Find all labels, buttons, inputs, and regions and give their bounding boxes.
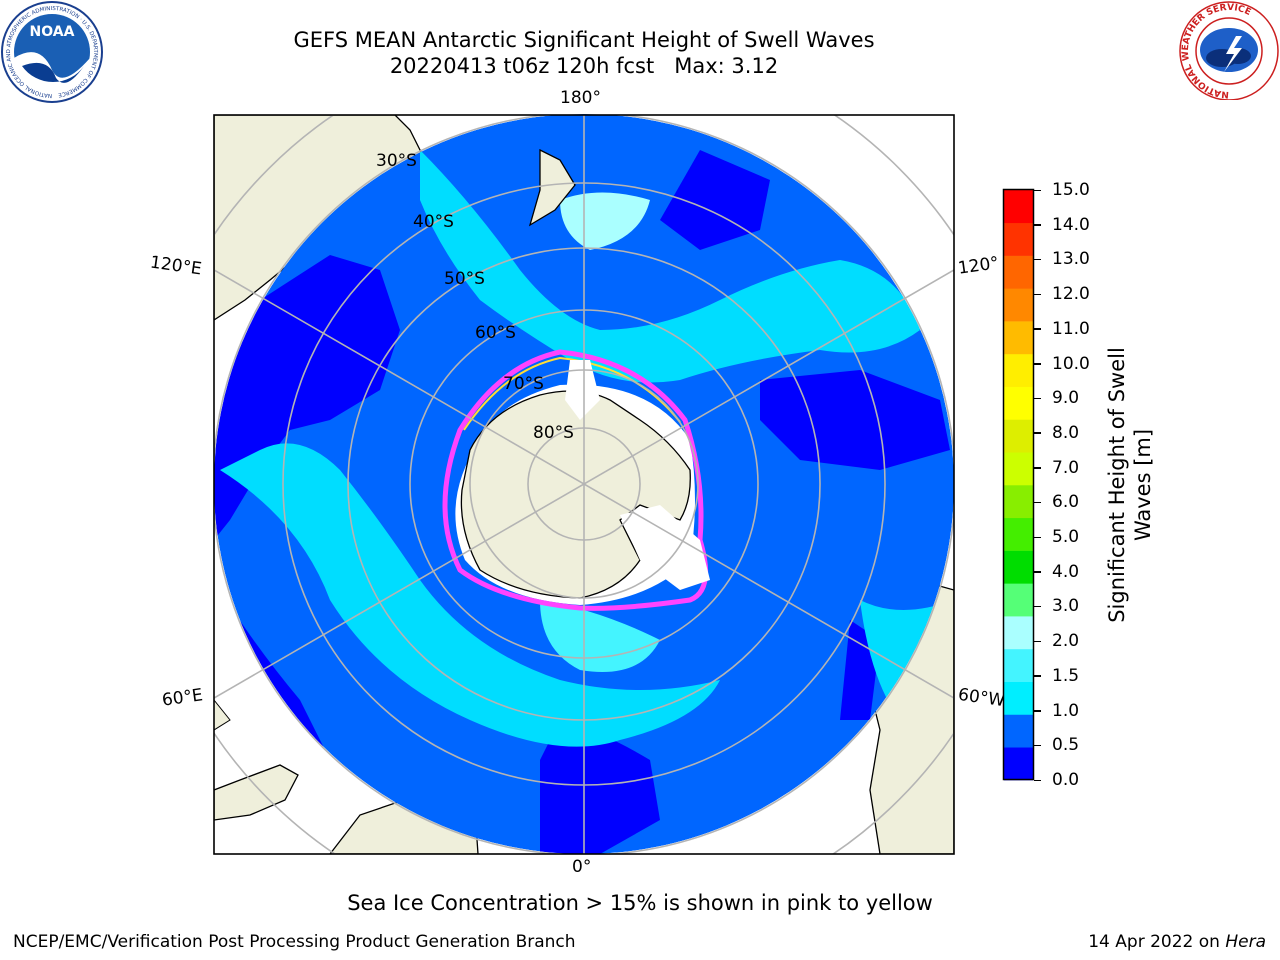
swell-low-north xyxy=(660,150,770,250)
colorbar-cell xyxy=(1004,517,1033,551)
colorbar-cell xyxy=(1004,255,1033,289)
chart-title: GEFS MEAN Antarctic Significant Height o… xyxy=(293,28,875,52)
date-line: 14 Apr 2022 on Hera xyxy=(1088,932,1266,952)
credit-line: NCEP/EMC/Verification Post Processing Pr… xyxy=(13,932,576,952)
colorbar-tick-label: 13.0 xyxy=(1052,249,1090,270)
colorbar-cell xyxy=(1004,648,1033,682)
colorbar-tick-mark xyxy=(1034,640,1041,643)
colorbar-cell xyxy=(1004,747,1033,781)
colorbar-tick-mark xyxy=(1034,432,1041,434)
lat-label-70s: 70°S xyxy=(503,374,544,394)
colorbar-tick-label: 4.0 xyxy=(1052,561,1080,582)
colorbar-tick-mark xyxy=(1034,189,1041,191)
swell-low-south xyxy=(540,720,660,854)
colorbar-tick-label: 3.0 xyxy=(1052,596,1080,617)
noaa-logo: NOAA NATIONAL OCEANIC AND ATMOSPHERIC AD… xyxy=(1,1,103,103)
lat-label-60s: 60°S xyxy=(475,323,516,343)
sea-ice-note: Sea Ice Concentration > 15% is shown in … xyxy=(347,891,933,915)
colorbar-cell xyxy=(1004,616,1033,650)
colorbar-tick-mark xyxy=(1034,328,1041,330)
colorbar-cell xyxy=(1004,714,1033,748)
colorbar-tick-mark xyxy=(1034,744,1041,747)
colorbar-label-line2: Waves [m] xyxy=(1131,428,1155,542)
colorbar-tick-label: 0.5 xyxy=(1052,735,1080,756)
colorbar-frame xyxy=(1002,188,1035,781)
swell-patch-south xyxy=(540,600,660,672)
colorbar-cell xyxy=(1004,353,1033,387)
colorbar-tick-mark xyxy=(1034,779,1041,781)
colorbar-tick-mark xyxy=(1034,293,1041,296)
colorbar-tick-label: 5.0 xyxy=(1052,527,1080,548)
colorbar-cell xyxy=(1004,288,1033,322)
colorbar-tick-label: 12.0 xyxy=(1052,284,1090,305)
colorbar-tick-mark xyxy=(1034,258,1041,261)
colorbar-tick-mark xyxy=(1034,571,1041,573)
nws-logo: NATIONAL WEATHER SERVICE xyxy=(1179,1,1279,100)
graticule xyxy=(214,115,954,854)
swell-band-north xyxy=(420,150,920,383)
weddell-ice xyxy=(620,505,710,590)
colorbar-tick-label: 14.0 xyxy=(1052,214,1090,235)
lat-label-30s: 30°S xyxy=(376,151,417,171)
colorbar-tick-mark xyxy=(1034,224,1041,226)
meridian-60e-120w xyxy=(214,269,954,699)
colorbar-tick-label: 9.0 xyxy=(1052,388,1080,409)
colorbar-tick-label: 6.0 xyxy=(1052,492,1080,513)
run-label: 20220413 t06z 120h fcst xyxy=(389,54,655,78)
colorbar-tick-label: 2.0 xyxy=(1052,631,1080,652)
lat-label-80s: 80°S xyxy=(533,423,574,443)
colorbar-tick-mark xyxy=(1034,467,1041,469)
colorbar-cell xyxy=(1004,190,1033,224)
chart-subtitle: 20220413 t06z 120h fcst Max: 3.12 xyxy=(0,53,1168,79)
colorbar xyxy=(1002,188,1035,781)
colorbar-cell xyxy=(1004,222,1033,256)
colorbar-tick-mark xyxy=(1034,536,1041,539)
colorbar-tick-label: 7.0 xyxy=(1052,457,1080,478)
colorbar-tick-mark xyxy=(1034,397,1041,400)
map-frame xyxy=(213,114,955,855)
colorbar-tick-mark xyxy=(1034,710,1041,712)
colorbar-cell xyxy=(1004,681,1033,715)
colorbar-cell xyxy=(1004,321,1033,355)
lon-label-180: 180° xyxy=(560,88,601,108)
colorbar-tick-mark xyxy=(1034,501,1041,504)
africa-edge-land xyxy=(214,699,231,731)
colorbar-tick-label: 15.0 xyxy=(1052,180,1090,200)
colorbar-cell xyxy=(1004,419,1033,453)
ross-ice-shelf xyxy=(565,360,600,420)
colorbar-cell xyxy=(1004,485,1033,519)
lon-label-0: 0° xyxy=(572,857,592,877)
colorbar-cell xyxy=(1004,386,1033,420)
colorbar-tick-label: 1.5 xyxy=(1052,665,1080,686)
colorbar-label-line1: Significant Height of Swell xyxy=(1105,347,1129,623)
colorbar-tick-mark xyxy=(1034,675,1041,677)
colorbar-tick-mark xyxy=(1034,605,1041,608)
sea-ice-edge-yellow xyxy=(463,356,681,431)
madagascar-land xyxy=(214,764,299,821)
lat-label-40s: 40°S xyxy=(413,212,454,232)
max-label: Max: 3.12 xyxy=(674,54,779,78)
swell-low-east xyxy=(760,370,950,470)
swell-band-southwest xyxy=(220,443,720,747)
noaa-wordmark: NOAA xyxy=(30,24,75,40)
colorbar-label: Significant Height of Swell Waves [m] xyxy=(1104,347,1156,623)
colorbar-tick-label: 11.0 xyxy=(1052,318,1090,339)
colorbar-tick-label: 8.0 xyxy=(1052,422,1080,443)
colorbar-cell xyxy=(1004,452,1033,486)
new-zealand-land xyxy=(528,148,576,227)
antarctica-land xyxy=(460,390,691,599)
colorbar-tick-label: 1.0 xyxy=(1052,700,1080,721)
colorbar-tick-label: 0.0 xyxy=(1052,770,1080,790)
date-text: 14 Apr 2022 on xyxy=(1088,932,1226,952)
colorbar-cell xyxy=(1004,550,1033,584)
swell-peak-north xyxy=(560,192,650,250)
colorbar-cell xyxy=(1004,583,1033,617)
colorbar-tick-label: 10.0 xyxy=(1052,353,1090,374)
lat-label-50s: 50°S xyxy=(444,269,485,289)
colorbar-tick-mark xyxy=(1034,363,1041,365)
machine-name: Hera xyxy=(1225,932,1266,952)
